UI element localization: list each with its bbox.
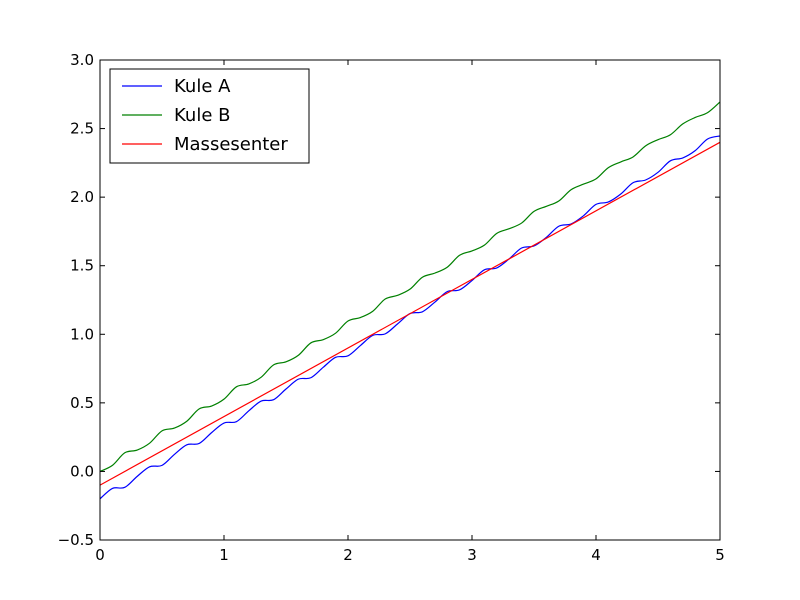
series-layer — [100, 101, 720, 500]
y-tick-label: 3.0 — [70, 51, 94, 69]
y-tick-label: 1.5 — [70, 257, 94, 275]
y-tick-label: 2.5 — [70, 120, 94, 138]
legend-label: Kule B — [174, 105, 230, 126]
x-tick-label: 5 — [715, 546, 725, 564]
y-tick-label: 2.0 — [70, 188, 94, 206]
y-tick-label: 0.5 — [70, 394, 94, 412]
legend-label: Massesenter — [174, 134, 288, 155]
x-tick-label: 2 — [343, 546, 353, 564]
x-tick-label: 1 — [219, 546, 229, 564]
legend: Kule A Kule B Massesenter — [109, 68, 310, 164]
y-tick-label: 1.0 — [70, 325, 94, 343]
y-tick-label: 0.0 — [70, 462, 94, 480]
plot-frame — [99, 59, 721, 541]
y-tick-label: −0.5 — [58, 531, 94, 549]
legend-box — [109, 68, 310, 164]
legend-label: Kule A — [174, 76, 231, 97]
x-tick-label: 4 — [591, 546, 601, 564]
series-line-kule-b — [100, 101, 720, 472]
x-tick-label: 3 — [467, 546, 477, 564]
x-tick-label: 0 — [95, 546, 105, 564]
tick-layer: 0 1 2 3 4 5 −0.5 0.0 0.5 1.0 1.5 2.0 2.5 3.0 — [58, 51, 725, 564]
series-line-massesenter — [100, 141, 720, 486]
